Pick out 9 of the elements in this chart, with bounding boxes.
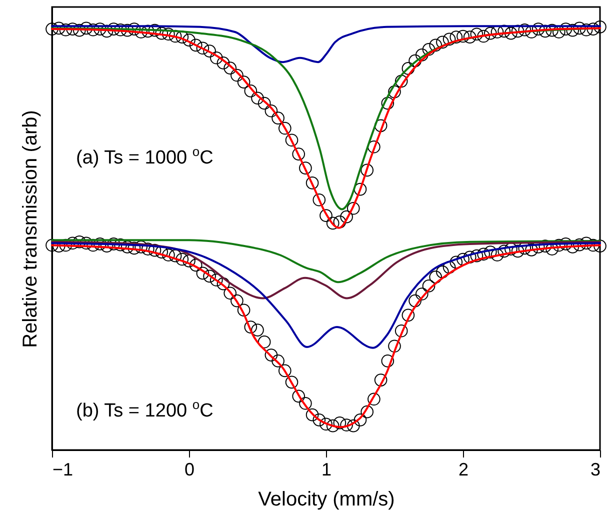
annotation: (b) Ts = 1200 $^{o}$C (76, 397, 214, 422)
x-tick-label: 2 (458, 460, 469, 480)
x-axis-title: Velocity (mm/s) (258, 488, 395, 510)
x-tick-label: 3 (590, 460, 600, 480)
x-tick-label: 0 (184, 460, 195, 480)
y-axis-title: Relative transmission (arb) (20, 110, 42, 348)
x-tick-label: −1 (52, 460, 74, 480)
x-tick-label: 1 (321, 460, 332, 480)
annotation: (a) Ts = 1000 $^{o}$C (76, 144, 214, 170)
